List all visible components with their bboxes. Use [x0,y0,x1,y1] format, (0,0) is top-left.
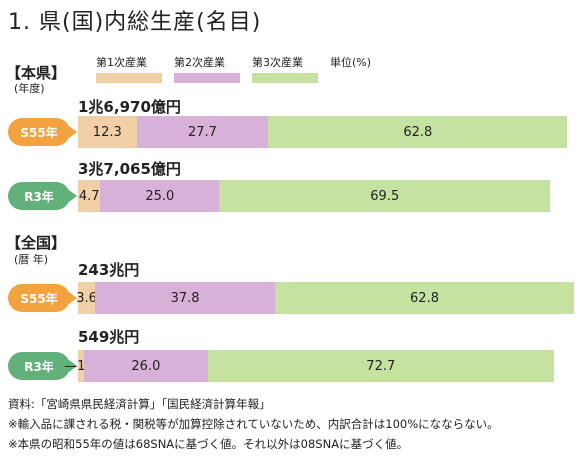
section-sub-prefecture: (年度) [14,82,45,95]
legend-swatch-primary [96,73,162,83]
footnote-2: ※本県の昭和55年の値は68SNAに基づく値。それ以外は08SNAに基づく値。 [8,437,409,451]
section-label-prefecture: 【本県】 [6,64,67,82]
segment-primary: 12.3 [78,116,137,148]
data-label: 37.8 [170,290,200,306]
year-label: S55年 [20,125,58,140]
segment-tertiary: 72.7 [207,350,554,382]
bar-row-pref-s55: 12.3 27.7 62.8 [78,116,568,148]
legend-label-tertiary: 第3次産業 [252,56,303,69]
segment-tertiary: 62.8 [275,282,574,314]
data-label: 12.3 [92,124,122,140]
segment-primary: 3.6 [76,282,97,314]
segment-tertiary: 69.5 [219,180,551,212]
segment-secondary: 37.8 [95,282,276,314]
year-label: R3年 [24,359,54,374]
legend-label-secondary: 第2次産業 [174,56,225,69]
year-pill-pref-s55: S55年 [8,118,77,146]
segment-secondary: 27.7 [136,116,269,148]
source-note: 資料:「宮崎県県民経済計算」「国民経済計算年報」 [8,397,271,411]
segment-secondary: 26.0 [84,350,208,382]
bar-row-nation-r3: —1.0 26.0 72.7 [64,350,554,382]
year-pill-pref-r3: R3年 [8,182,77,210]
data-label: 26.0 [131,358,161,374]
data-label: 62.8 [410,290,439,306]
page-title: 1. 県(国)内総生産(名目) [8,10,262,35]
data-label: 25.0 [145,188,175,204]
segment-tertiary: 62.8 [268,116,568,148]
data-label: 62.8 [403,124,433,140]
year-label: R3年 [24,189,54,204]
total-nation-s55: 243兆円 [78,261,140,279]
legend-swatch-tertiary [252,73,318,83]
total-nation-r3: 549兆円 [78,328,140,346]
segment-primary: 4.7 [78,180,101,212]
unit-label: 単位(%) [330,56,372,69]
year-pill-nation-s55: S55年 [8,284,77,312]
data-label: 27.7 [187,124,217,140]
data-label: 4.7 [78,188,100,204]
year-label: S55年 [20,291,58,306]
year-pill-nation-r3: R3年 [8,352,77,380]
data-label: 3.6 [76,290,97,306]
legend-item-secondary: 第2次産業 [174,54,240,83]
legend-item-tertiary: 第3次産業 [252,54,318,83]
section-sub-nation: (暦 年) [14,253,49,266]
total-pref-r3: 3兆7,065億円 [78,160,181,178]
legend-item-primary: 第1次産業 [96,54,162,83]
data-label: 72.7 [366,358,396,374]
footnote-1: ※輸入品に課される税・関税等が加算控除されていないため、内訳合計は100%になな… [8,417,499,431]
segment-secondary: 25.0 [100,180,220,212]
bar-row-pref-r3: 4.7 25.0 69.5 [78,180,551,212]
legend: 第1次産業 第2次産業 第3次産業 単位(%) [96,54,371,83]
bar-row-nation-s55: 3.6 37.8 62.8 [76,282,574,314]
legend-label-primary: 第1次産業 [96,56,147,69]
data-label: 69.5 [370,188,400,204]
section-label-nation: 【全国】 [6,234,67,252]
total-pref-s55: 1兆6,970億円 [78,98,181,116]
legend-swatch-secondary [174,73,240,83]
